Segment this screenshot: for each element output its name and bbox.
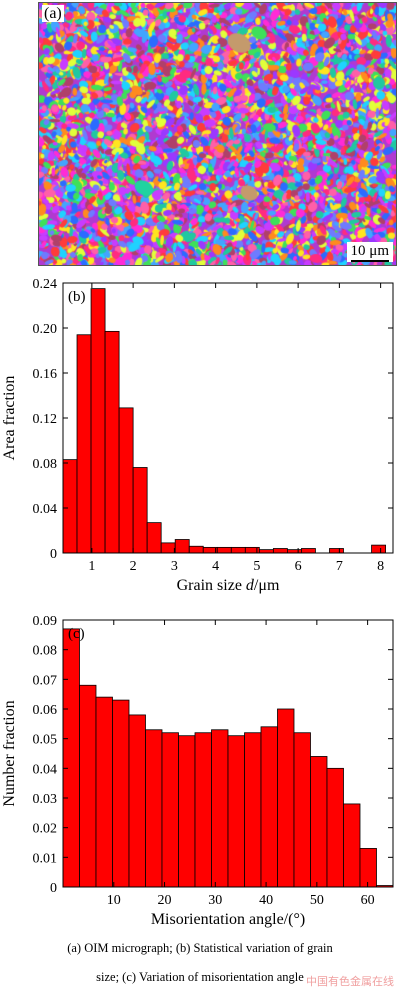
histogram-bar [188,545,204,554]
oim-micrograph: (a) 10 μm [38,2,397,266]
y-tick-label: 0.20 [33,322,58,337]
histogram-bar [145,729,163,888]
histogram-bar [62,459,78,554]
y-tick-label: 0.06 [33,703,58,718]
histogram-bar [161,732,179,888]
histogram-bar [79,684,97,888]
histogram-bar [293,732,311,888]
histogram-bar [95,696,113,888]
grain-size-histogram: 0 0.04 0.08 0.12 0.16 0.20 0.24 1 2 3 4 5 6 7 8 (b) Area… [1,277,394,594]
y-axis-label: Number fraction [1,700,18,806]
watermark: 中国有色金属在线 [306,975,394,988]
histogram-bar [286,549,302,554]
histogram-bar [343,803,361,888]
histogram-bar [216,546,232,554]
x-tick-label: 3 [171,559,178,574]
x-tick-label: 5 [253,559,260,574]
y-tick-label: 0.08 [33,644,58,659]
x-tick-label: 50 [310,893,324,908]
panel-a-label: (a) [42,5,64,22]
figure-caption: (a) OIM micrograph; (b) Statistical vari… [0,934,400,992]
histogram-bar [310,756,328,888]
x-tick-label: 10 [107,893,121,908]
panel-label: (c) [68,626,85,642]
y-tick-label: 0.09 [33,614,58,629]
y-tick-label: 0.04 [33,762,58,777]
x-tick-label: 7 [336,559,343,574]
y-tick-label: 0.12 [33,412,58,427]
histogram-bar [227,735,245,888]
histogram-bar [76,334,92,554]
y-tick-label: 0.01 [33,851,58,866]
x-tick-label: 60 [361,893,375,908]
histogram-bar [301,548,316,554]
y-tick-label: 0 [50,547,57,562]
y-tick-label: 0.08 [33,457,58,472]
y-tick-label: 0.16 [33,367,58,382]
histogram-bar [260,726,278,888]
histogram-bar [272,548,288,554]
histogram-bar [277,708,295,888]
histogram-bar [104,330,120,554]
x-tick-label: 40 [259,893,273,908]
y-tick-label: 0.02 [33,822,58,837]
x-tick-label: 20 [158,893,172,908]
histogram-bar [359,848,377,888]
plot-frame [62,619,394,888]
x-axis-label: Grain size d/μm [177,577,280,594]
y-axis-label: Area fraction [1,376,18,461]
histogram-bar [371,544,386,554]
x-tick-label: 30 [208,893,222,908]
x-tick-label: 6 [295,559,302,574]
histogram-bar [112,699,130,888]
x-tick-label: 8 [377,559,384,574]
histogram-bar [326,767,344,888]
histogram-bar [194,732,212,888]
panel-label: (b) [68,289,86,305]
histogram-bar [230,546,246,554]
scale-bar: 10 μm [346,242,393,262]
x-tick-label: 1 [88,559,95,574]
histogram-bar [244,732,262,888]
histogram-bar [90,288,106,554]
histogram-bar [174,539,190,554]
x-tick-label: 2 [130,559,137,574]
histogram-bar [118,407,134,554]
scale-bar-label: 10 μm [350,243,389,259]
histogram-bar [211,729,229,888]
misorientation-histogram: 0 0.01 0.02 0.03 0.04 0.05 0.06 0.07 0.08 0.09 10 2… [1,614,394,928]
histogram-bar [62,628,80,888]
y-tick-label: 0.07 [33,673,58,688]
histogram-bar [128,714,146,888]
histogram-bar [160,542,176,554]
x-axis-label: Misorientation angle/(°) [151,911,305,928]
scale-bar-line [350,260,389,262]
y-tick-label: 0.05 [33,733,58,748]
caption-line-2: size; (c) Variation of misorientation an… [96,970,304,984]
x-tick-label: 4 [212,559,219,574]
histogram-bar [132,467,148,554]
oim-grain-map [39,3,396,265]
y-tick-label: 0.24 [33,277,58,292]
caption-line-1: (a) OIM micrograph; (b) Statistical vari… [67,941,333,955]
histogram-bar [329,548,344,554]
y-tick-label: 0.03 [33,792,58,807]
histogram-bar [178,735,196,888]
y-tick-label: 0.04 [33,502,58,517]
histogram-bar [258,549,274,554]
histogram-bar [146,522,162,554]
y-tick-label: 0 [50,881,57,896]
